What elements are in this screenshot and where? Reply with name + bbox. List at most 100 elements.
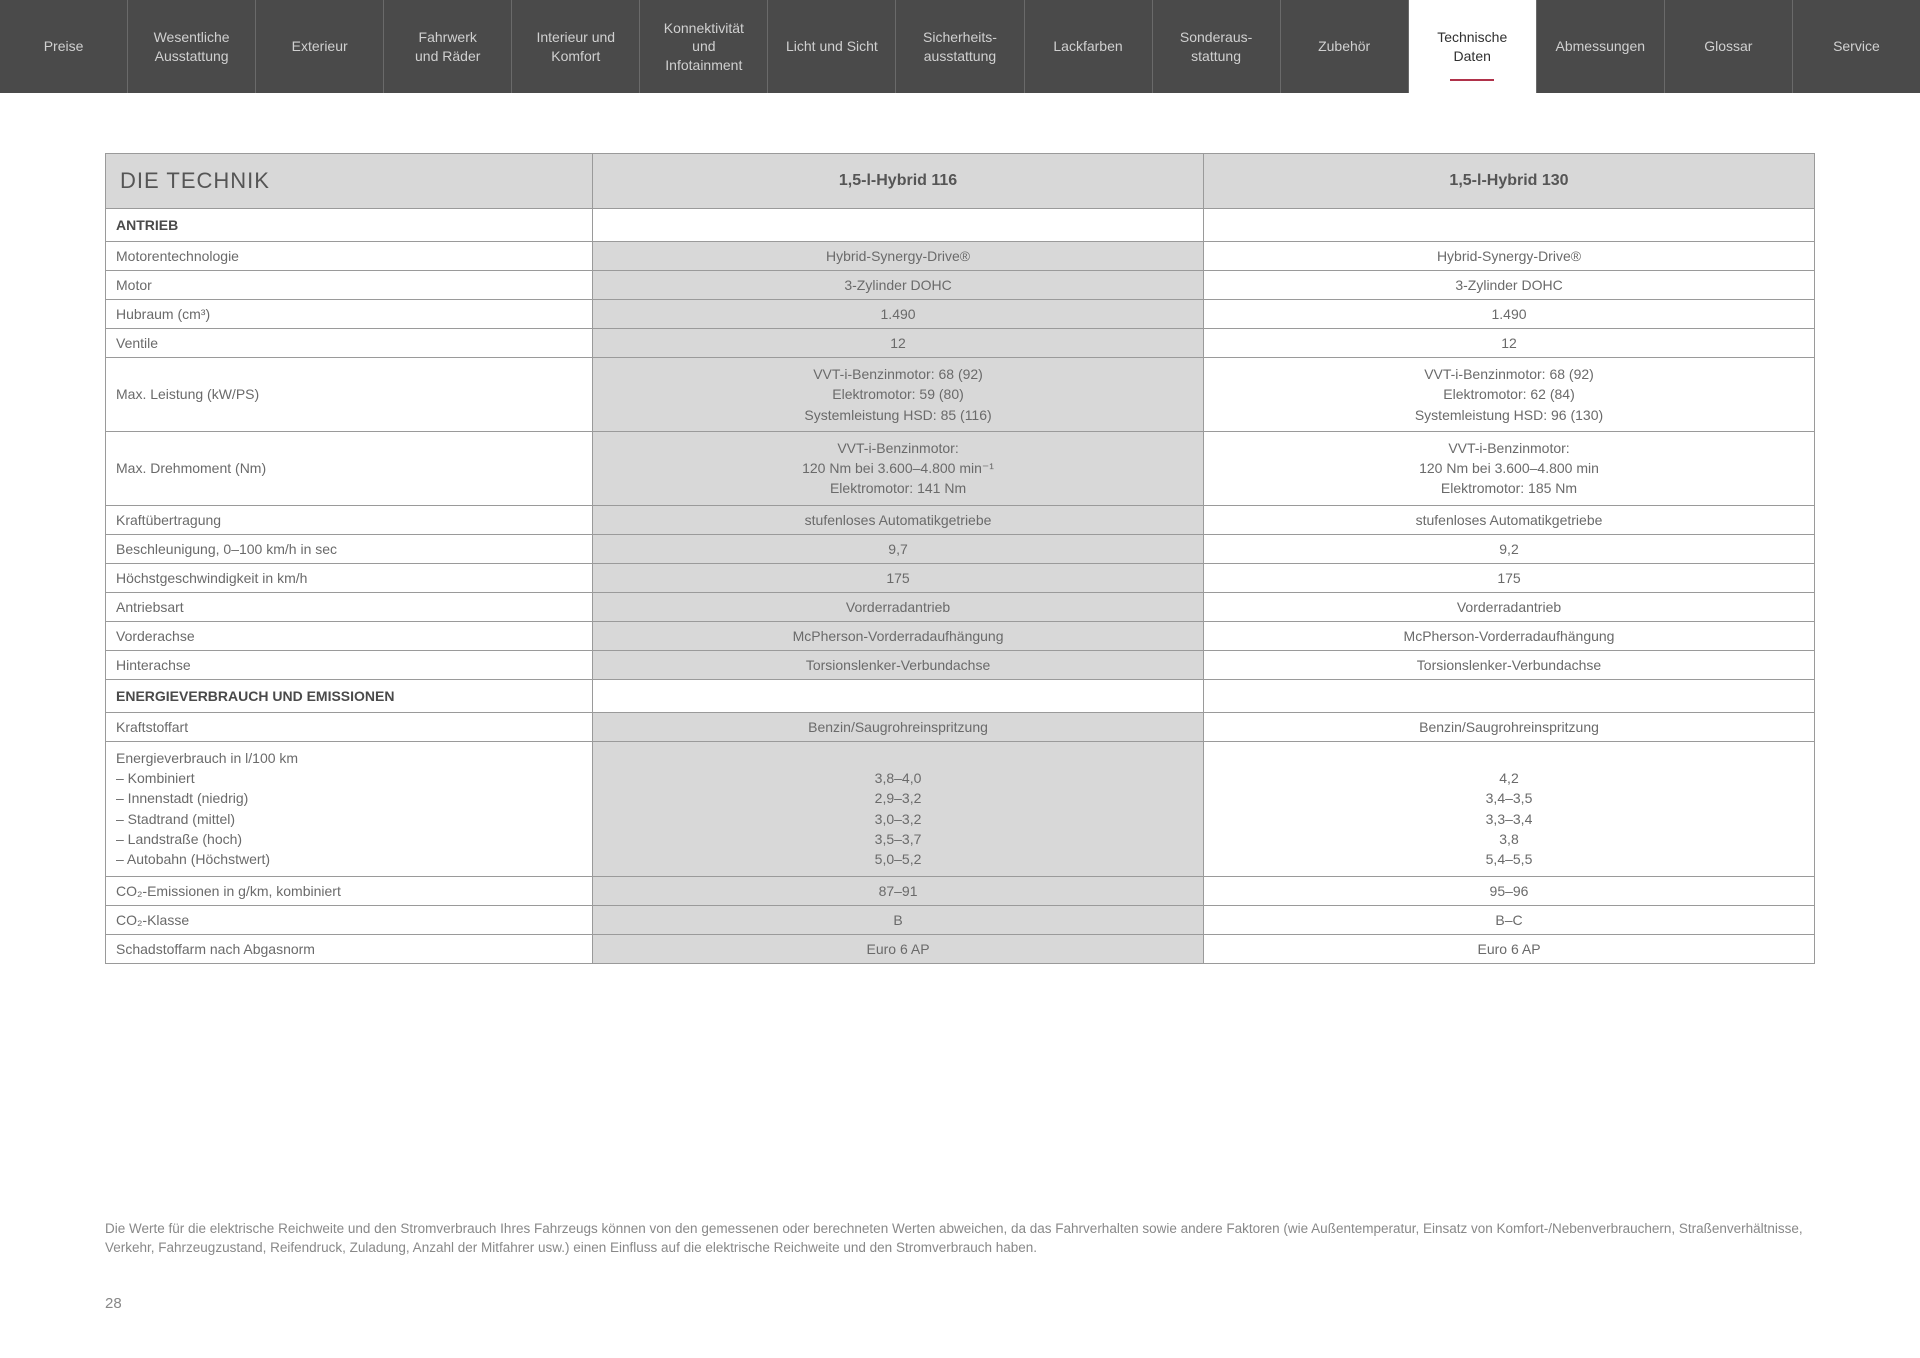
section-heading: ENERGIEVERBRAUCH UND EMISSIONEN [106,679,593,712]
nav-tab-7[interactable]: Sicherheits- ausstattung [896,0,1024,93]
variant-2-header: 1,5-l-Hybrid 130 [1204,154,1815,209]
row-label: Höchstgeschwindigkeit in km/h [106,563,593,592]
nav-tab-label: Abmessungen [1556,37,1646,55]
nav-tab-4[interactable]: Interieur und Komfort [512,0,640,93]
table-row: Schadstoffarm nach AbgasnormEuro 6 APEur… [106,934,1815,963]
row-label: Hubraum (cm³) [106,300,593,329]
row-value-2: Euro 6 AP [1204,934,1815,963]
table-row: AntriebsartVorderradantriebVorderradantr… [106,592,1815,621]
section-heading-row: ANTRIEB [106,209,1815,242]
nav-tab-12[interactable]: Abmessungen [1537,0,1665,93]
section-blank [593,679,1204,712]
row-label: Kraftstoffart [106,712,593,741]
row-value-1: 3,8–4,0 2,9–3,2 3,0–3,2 3,5–3,7 5,0–5,2 [593,741,1204,876]
nav-tab-label: Sonderaus- stattung [1180,28,1252,64]
page-number: 28 [105,1295,122,1312]
row-value-2: 1.490 [1204,300,1815,329]
nav-tab-14[interactable]: Service [1793,0,1920,93]
row-value-1: Benzin/Saugrohreinspritzung [593,712,1204,741]
row-value-1: 12 [593,329,1204,358]
nav-tab-10[interactable]: Zubehör [1281,0,1409,93]
row-value-2: Hybrid-Synergy-Drive® [1204,242,1815,271]
nav-tab-0[interactable]: Preise [0,0,128,93]
table-row: CO₂-Emissionen in g/km, kombiniert87–919… [106,876,1815,905]
table-row: Max. Drehmoment (Nm)VVT-i-Benzinmotor: 1… [106,431,1815,505]
section-heading-row: ENERGIEVERBRAUCH UND EMISSIONEN [106,679,1815,712]
row-value-1: 1.490 [593,300,1204,329]
nav-tab-2[interactable]: Exterieur [256,0,384,93]
row-value-1: Euro 6 AP [593,934,1204,963]
row-label: Kraftübertragung [106,505,593,534]
row-label: Max. Drehmoment (Nm) [106,431,593,505]
row-value-1: Hybrid-Synergy-Drive® [593,242,1204,271]
table-row: Hubraum (cm³)1.4901.490 [106,300,1815,329]
row-value-2: B–C [1204,905,1815,934]
nav-tab-1[interactable]: Wesentliche Ausstattung [128,0,256,93]
table-row: KraftstoffartBenzin/Saugrohreinspritzung… [106,712,1815,741]
nav-bar: Preise Wesentliche Ausstattung Exterieur Fa… [0,0,1920,93]
nav-tab-label: Exterieur [292,37,348,55]
row-value-2: 4,2 3,4–3,5 3,3–3,4 3,8 5,4–5,5 [1204,741,1815,876]
nav-tab-8[interactable]: Lackfarben [1025,0,1153,93]
section-blank [1204,679,1815,712]
row-label: Beschleunigung, 0–100 km/h in sec [106,534,593,563]
row-value-2: Vorderradantrieb [1204,592,1815,621]
row-value-1: stufenloses Automatikgetriebe [593,505,1204,534]
row-label: CO₂-Emissionen in g/km, kombiniert [106,876,593,905]
nav-tab-5[interactable]: Konnektivität und Infotainment [640,0,768,93]
spec-table: DIE TECHNIK 1,5-l-Hybrid 116 1,5-l-Hybri… [105,153,1815,964]
content-area: DIE TECHNIK 1,5-l-Hybrid 116 1,5-l-Hybri… [0,93,1920,964]
row-label: Max. Leistung (kW/PS) [106,358,593,432]
row-value-1: Vorderradantrieb [593,592,1204,621]
row-value-2: 175 [1204,563,1815,592]
row-value-2: VVT-i-Benzinmotor: 68 (92) Elektromotor:… [1204,358,1815,432]
nav-tab-label: Fahrwerk und Räder [415,28,480,64]
row-label: Schadstoffarm nach Abgasnorm [106,934,593,963]
row-label: Antriebsart [106,592,593,621]
table-header-row: DIE TECHNIK 1,5-l-Hybrid 116 1,5-l-Hybri… [106,154,1815,209]
row-value-2: Benzin/Saugrohreinspritzung [1204,712,1815,741]
row-value-2: Torsionslenker-Verbundachse [1204,650,1815,679]
nav-tab-11[interactable]: Technische Daten [1409,0,1537,93]
row-value-1: Torsionslenker-Verbundachse [593,650,1204,679]
table-row: Beschleunigung, 0–100 km/h in sec9,79,2 [106,534,1815,563]
nav-tab-label: Konnektivität und Infotainment [664,19,744,74]
row-value-1: 3-Zylinder DOHC [593,271,1204,300]
nav-tab-label: Licht und Sicht [786,37,878,55]
section-blank [593,209,1204,242]
row-value-1: VVT-i-Benzinmotor: 120 Nm bei 3.600–4.80… [593,431,1204,505]
section-heading: ANTRIEB [106,209,593,242]
row-value-2: stufenloses Automatikgetriebe [1204,505,1815,534]
row-value-1: 87–91 [593,876,1204,905]
table-row: MotorentechnologieHybrid-Synergy-Drive®H… [106,242,1815,271]
table-row: Max. Leistung (kW/PS) VVT-i-Benzinmotor: … [106,358,1815,432]
table-row: Höchstgeschwindigkeit in km/h175175 [106,563,1815,592]
row-value-2: 95–96 [1204,876,1815,905]
nav-tab-label: Interieur und Komfort [536,28,615,64]
nav-tab-3[interactable]: Fahrwerk und Räder [384,0,512,93]
footnote-text: Die Werte für die elektrische Reichweite… [105,1219,1815,1258]
nav-tab-label: Glossar [1704,37,1752,55]
row-label: Energieverbrauch in l/100 km – Kombinier… [106,741,593,876]
variant-1-header: 1,5-l-Hybrid 116 [593,154,1204,209]
nav-tab-label: Technische Daten [1437,28,1507,64]
row-label: Motorentechnologie [106,242,593,271]
table-row: Energieverbrauch in l/100 km – Kombinier… [106,741,1815,876]
row-value-1: 9,7 [593,534,1204,563]
row-value-1: 175 [593,563,1204,592]
row-value-1: B [593,905,1204,934]
nav-tab-label: Preise [44,37,84,55]
row-label: CO₂-Klasse [106,905,593,934]
table-row: Kraftübertragungstufenloses Automatikget… [106,505,1815,534]
nav-tab-9[interactable]: Sonderaus- stattung [1153,0,1281,93]
row-value-2: McPherson-Vorderradaufhängung [1204,621,1815,650]
nav-tab-13[interactable]: Glossar [1665,0,1793,93]
row-value-2: 9,2 [1204,534,1815,563]
table-row: CO₂-KlasseBB–C [106,905,1815,934]
row-value-1: McPherson-Vorderradaufhängung [593,621,1204,650]
row-label: Ventile [106,329,593,358]
row-label: Vorderachse [106,621,593,650]
nav-tab-label: Wesentliche Ausstattung [154,28,230,64]
nav-tab-6[interactable]: Licht und Sicht [768,0,896,93]
row-label: Motor [106,271,593,300]
